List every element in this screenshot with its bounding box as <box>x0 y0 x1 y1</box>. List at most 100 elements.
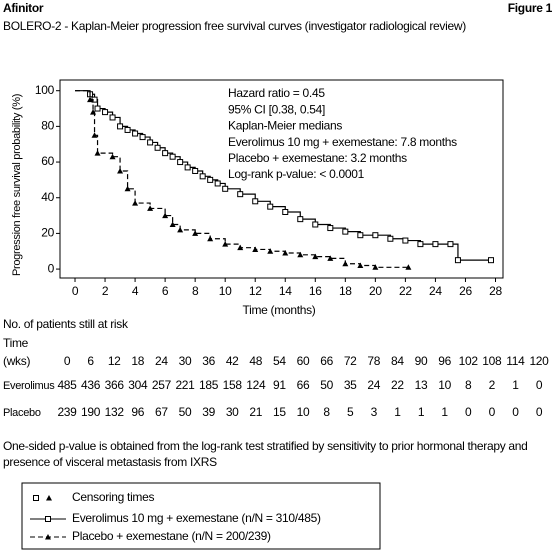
annotation: Kaplan-Meier medians <box>228 119 342 133</box>
censor-marker <box>282 209 289 215</box>
risk-value: 66 <box>297 378 310 392</box>
censor-marker <box>87 96 94 103</box>
risk-value: 1 <box>512 378 519 392</box>
risk-value: 8 <box>323 405 330 419</box>
km-curve <box>75 90 409 268</box>
risk-value: 366 <box>105 378 125 392</box>
risk-time: 30 <box>179 354 192 368</box>
censor-marker <box>192 230 199 236</box>
x-tick-label: 26 <box>459 284 472 298</box>
risk-value: 0 <box>465 405 472 419</box>
censor-marker <box>312 221 319 228</box>
censor-marker <box>222 241 229 247</box>
x-tick-label: 6 <box>162 284 169 298</box>
censor-marker <box>199 173 206 180</box>
censor-marker <box>487 257 494 264</box>
annotation: Everolimus 10 mg + exemestane: 7.8 month… <box>228 135 457 149</box>
censor-marker <box>214 180 221 187</box>
risk-value: 158 <box>223 378 243 392</box>
censor-marker <box>91 132 98 138</box>
risk-row-name: Placebo <box>3 407 41 419</box>
risk-time: 66 <box>320 354 333 368</box>
censor-marker <box>357 262 364 269</box>
risk-time: 6 <box>87 354 94 368</box>
risk-value: 239 <box>57 405 77 419</box>
legend-box <box>21 482 381 550</box>
annotation: Placebo + exemestane: 3.2 months <box>228 151 407 165</box>
risk-value: 96 <box>131 405 144 419</box>
risk-value: 221 <box>175 378 195 392</box>
censor-marker <box>447 241 454 248</box>
x-tick-label: 10 <box>219 284 232 298</box>
risk-value: 2 <box>489 378 496 392</box>
censor-marker <box>177 159 184 166</box>
risk-value: 436 <box>81 378 101 392</box>
risk-time: 78 <box>367 354 380 368</box>
risk-title: No. of patients still at risk <box>3 317 129 331</box>
y-tick-label: 0 <box>48 261 55 275</box>
censor-marker <box>282 250 289 256</box>
risk-value: 50 <box>179 405 192 419</box>
risk-value: 485 <box>57 378 77 392</box>
risk-unit-label: (wks) <box>3 354 30 368</box>
legend-label: Everolimus 10 mg + exemestane (n/N = 310… <box>72 511 321 525</box>
risk-time: 0 <box>64 354 71 368</box>
risk-value: 39 <box>202 405 215 419</box>
annotation: Hazard ratio = 0.45 <box>228 86 325 100</box>
risk-time: 48 <box>249 354 262 368</box>
censor-marker <box>387 235 394 242</box>
censor-marker <box>94 150 101 156</box>
censor-marker <box>124 185 131 192</box>
censor-marker <box>45 534 51 540</box>
risk-value: 0 <box>536 405 543 419</box>
censor-marker <box>154 144 161 151</box>
censor-marker <box>169 153 176 160</box>
censor-marker <box>357 232 364 239</box>
risk-value: 21 <box>249 405 262 419</box>
footnote: One-sided p-value is obtained from the l… <box>3 439 528 469</box>
y-tick-label: 40 <box>41 190 54 204</box>
risk-time: 24 <box>155 354 168 368</box>
censor-marker <box>169 221 176 227</box>
x-tick-label: 16 <box>309 284 322 298</box>
censor-marker <box>147 139 154 146</box>
chart-title: BOLERO-2 - Kaplan-Meier progression free… <box>3 19 466 33</box>
risk-value: 1 <box>394 405 401 419</box>
censor-marker <box>342 260 349 267</box>
plot-frame <box>59 79 504 279</box>
censor-marker <box>222 185 229 192</box>
censor-marker <box>162 212 169 219</box>
censor-marker <box>237 244 244 251</box>
x-tick-label: 4 <box>132 284 139 298</box>
censor-marker <box>342 228 349 235</box>
x-tick-label: 28 <box>489 284 502 298</box>
censor-marker <box>90 109 97 115</box>
risk-value: 15 <box>273 405 286 419</box>
risk-time: 72 <box>344 354 357 368</box>
x-tick-label: 18 <box>339 284 352 298</box>
censor-marker <box>177 226 184 233</box>
risk-value: 304 <box>128 378 148 392</box>
risk-value: 1 <box>418 405 425 419</box>
risk-value: 10 <box>438 378 451 392</box>
risk-time: 12 <box>108 354 121 368</box>
censor-marker <box>132 130 139 137</box>
censor-marker <box>402 237 409 244</box>
risk-value: 91 <box>273 378 286 392</box>
risk-value: 8 <box>465 378 472 392</box>
censor-marker <box>297 216 304 223</box>
censor-marker <box>124 126 131 133</box>
risk-value: 132 <box>105 405 125 419</box>
risk-value: 124 <box>246 378 266 392</box>
risk-value: 257 <box>152 378 172 392</box>
risk-value: 1 <box>441 405 448 419</box>
risk-time: 84 <box>391 354 404 368</box>
risk-time: 18 <box>131 354 144 368</box>
risk-value: 3 <box>371 405 378 419</box>
risk-value: 24 <box>367 378 380 392</box>
censor-marker <box>405 264 412 270</box>
risk-value: 190 <box>81 405 101 419</box>
x-tick-label: 2 <box>102 284 109 298</box>
risk-time: 114 <box>506 354 525 368</box>
risk-time: 36 <box>202 354 215 368</box>
